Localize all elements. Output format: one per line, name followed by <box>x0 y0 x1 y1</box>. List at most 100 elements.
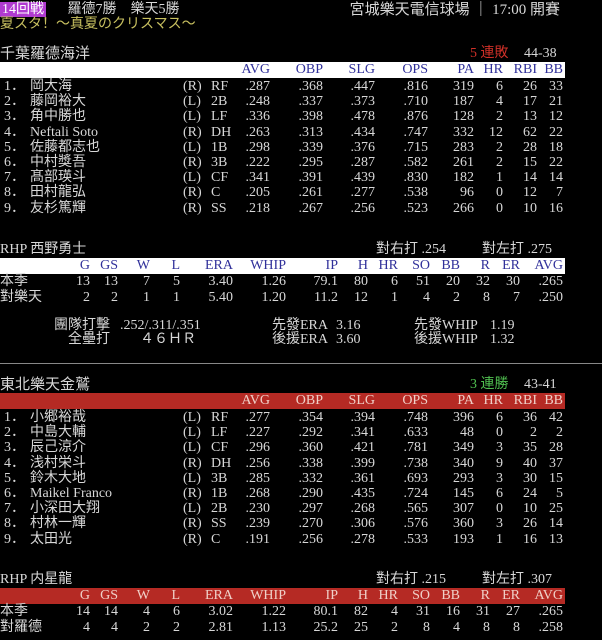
stat-obp: .297 <box>298 501 324 517</box>
stat-avg: .256 <box>245 455 271 471</box>
stat-hr: 6 <box>496 410 503 425</box>
player-name: 浅村栄斗 <box>30 455 86 471</box>
stat-slg: .256 <box>350 200 376 216</box>
pitching-stat: 8 <box>483 289 490 305</box>
lineup-row: 7． 小深田大翔 (L) 2B .230 .297 .268 .565 307 0 10 25 <box>0 501 565 517</box>
position: 3B <box>211 470 228 486</box>
player-name: 辰己涼介 <box>30 440 86 456</box>
position: 1B <box>211 139 228 155</box>
stat-avg: .222 <box>245 155 271 170</box>
pitching-stat: .265 <box>538 604 564 619</box>
player-name: Neftali Soto <box>30 124 99 140</box>
pitching-stat: 3.02 <box>208 604 234 619</box>
lineup-row: 6． Maikel Franco (R) 1B .268 .290 .435 .724 145 6… <box>0 486 565 502</box>
position: 1B <box>211 486 228 501</box>
stat-bb: 25 <box>549 501 563 517</box>
stat-avg: .287 <box>245 79 271 94</box>
batting-order: 5． <box>4 470 25 486</box>
stat-avg: .239 <box>245 516 271 532</box>
bats-hand: (L) <box>183 139 201 155</box>
starter-era-label: 先發ERA <box>272 318 328 333</box>
batting-order: 2． <box>4 425 25 441</box>
column-header-hr: HR <box>483 62 503 77</box>
lineup-row: 4． Neftali Soto (R) DH .263 .313 .434 .747 332 12… <box>0 125 565 141</box>
stat-slg: .277 <box>350 185 376 201</box>
pitching-column-header: WHIP <box>250 258 286 273</box>
pitching-stat: 4 <box>111 619 118 635</box>
stat-rbi: 12 <box>523 185 537 201</box>
pitching-stat: 13 <box>104 274 118 289</box>
pitching-column-header: GS <box>100 258 118 273</box>
bats-hand: (R) <box>183 486 202 501</box>
stat-obp: .261 <box>298 185 324 201</box>
pitching-stat: 5 <box>173 274 180 289</box>
pitching-stat: 13 <box>76 274 90 289</box>
event-subtitle: 夏スタ！～真夏のクリスマス～ <box>0 17 196 32</box>
batting-order: 1． <box>4 79 25 94</box>
pitching-column-header: H <box>357 588 368 603</box>
player-name: Maikel Franco <box>30 486 113 501</box>
batting-header-bar: AVG OBP SLG OPS PA HR RBI BB <box>0 393 565 409</box>
pitching-stat: 31 <box>476 604 490 619</box>
stat-bb: 22 <box>549 124 563 140</box>
pitching-stat: 8 <box>423 619 430 635</box>
stat-hr: 1 <box>496 531 503 547</box>
bats-hand: (L) <box>183 170 201 186</box>
stat-bb: 14 <box>549 170 563 186</box>
column-header-ops: OPS <box>402 62 428 77</box>
pitching-column-header: SO <box>412 258 430 273</box>
stat-slg: .361 <box>350 470 376 486</box>
stat-avg: .227 <box>245 425 271 441</box>
stat-ops: .715 <box>403 139 429 155</box>
bats-hand: (R) <box>183 124 202 140</box>
column-header-avg: AVG <box>241 393 270 408</box>
stat-bb: 21 <box>549 94 563 110</box>
batting-order: 9． <box>4 200 25 216</box>
stat-rbi: 10 <box>523 501 537 517</box>
stat-rbi: 28 <box>523 139 537 155</box>
stat-pa: 396 <box>453 410 474 425</box>
pitching-stat: 1.13 <box>261 619 287 635</box>
stat-slg: .268 <box>350 501 376 517</box>
pitching-row: 本季 14 14 4 6 3.02 1.22 80.1 82 4 31 16 31 27 .265 <box>0 604 565 620</box>
starting-pitcher: RHP 西野勇士 <box>0 242 87 257</box>
pitching-column-header: BB <box>441 588 460 603</box>
pitching-stat: 12 <box>354 289 368 305</box>
pitching-column-header: BB <box>441 258 460 273</box>
vs-left-avg: 對左打 .307 <box>482 572 552 587</box>
stat-ops: .523 <box>403 200 429 216</box>
pitching-stat: .250 <box>538 289 564 305</box>
lineup-row: 1． 小郷裕哉 (L) RF .277 .354 .394 .748 396 6 36 42 <box>0 410 565 426</box>
pitching-row: 對樂天 2 2 1 1 5.40 1.20 11.2 12 1 4 2 8 7 .250 <box>0 290 565 306</box>
pitching-stat: 30 <box>506 274 520 289</box>
stat-ops: .633 <box>403 425 429 441</box>
pitching-stat: 6 <box>391 274 398 289</box>
player-name: 友杉篤輝 <box>30 200 86 216</box>
pitching-stat: 4 <box>83 619 90 635</box>
pitching-stat: 80 <box>354 274 368 289</box>
vs-right-avg: 對右打 .215 <box>376 572 446 587</box>
pitching-column-header: IP <box>325 258 338 273</box>
stat-obp: .256 <box>298 531 324 547</box>
bats-hand: (L) <box>183 94 201 110</box>
starter-era-value: 3.16 <box>336 318 361 333</box>
stat-ops: .565 <box>403 501 429 517</box>
pitching-stat: 5.40 <box>208 289 234 305</box>
pitching-row-label: 本季 <box>0 604 28 619</box>
pitching-stat: 25.2 <box>313 619 339 635</box>
stat-slg: .399 <box>350 455 376 471</box>
stat-pa: 332 <box>453 124 474 140</box>
stat-rbi: 16 <box>523 531 537 547</box>
pitching-column-header: AVG <box>534 258 563 273</box>
stat-hr: 0 <box>496 200 503 216</box>
bats-hand: (R) <box>183 455 202 471</box>
pitching-stat: 7 <box>513 289 520 305</box>
stat-rbi: 14 <box>523 170 537 186</box>
stat-rbi: 26 <box>523 79 537 94</box>
bats-hand: (R) <box>183 79 202 94</box>
stat-hr: 3 <box>496 470 503 486</box>
bats-hand: (R) <box>183 155 202 170</box>
column-header-rbi: RBI <box>513 62 537 77</box>
stat-pa: 360 <box>453 516 474 532</box>
bats-hand: (R) <box>183 516 202 532</box>
